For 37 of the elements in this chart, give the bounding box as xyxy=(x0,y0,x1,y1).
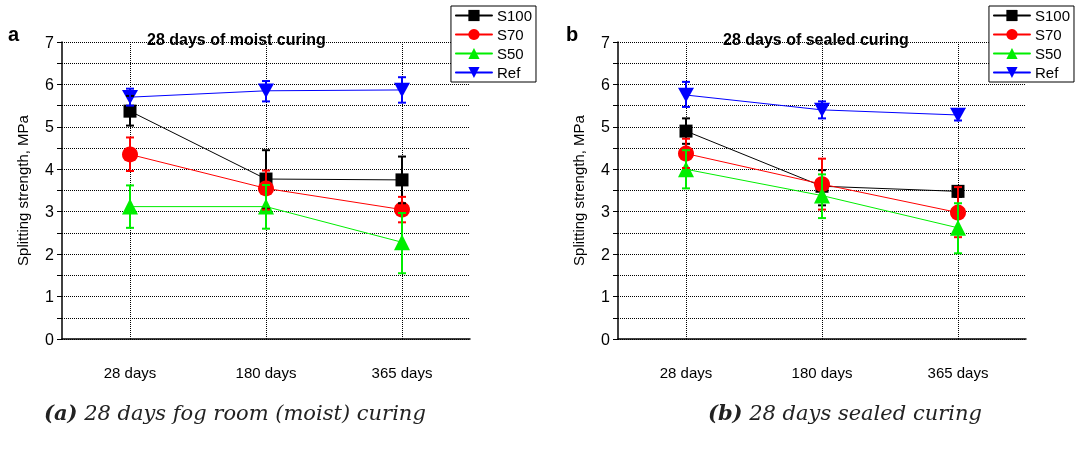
x-tick-label: 180 days xyxy=(235,364,297,381)
y-tick-label: 0 xyxy=(601,330,611,348)
y-tick-label: 4 xyxy=(601,160,611,178)
legend-label: S70 xyxy=(1034,26,1062,43)
y-tick-label: 5 xyxy=(601,118,611,136)
legend-label: Ref xyxy=(496,64,522,81)
legend-label: S100 xyxy=(496,7,533,24)
x-tick-label: 180 days xyxy=(791,364,853,381)
legend-label: S70 xyxy=(496,26,524,43)
y-tick-label: 5 xyxy=(45,118,55,136)
y-tick-label: 4 xyxy=(45,160,55,178)
text: a xyxy=(8,23,20,45)
text: b xyxy=(566,23,579,45)
legend-label: S100 xyxy=(1034,7,1071,24)
chart-title: 28 days of sealed curing xyxy=(723,30,909,48)
y-tick-label: 7 xyxy=(45,33,55,51)
x-tick-label: 365 days xyxy=(371,364,433,381)
x-tick-label: 28 days xyxy=(103,364,157,381)
y-tick-label: 1 xyxy=(601,288,611,306)
y-tick-label: 6 xyxy=(601,75,611,93)
legend-label: Ref xyxy=(1034,64,1060,81)
y-tick-label: 2 xyxy=(601,245,611,263)
legend-label: S50 xyxy=(496,45,524,62)
x-tick-label: 365 days xyxy=(927,364,989,381)
legend-label: S50 xyxy=(1034,45,1062,62)
text: (b) 28 days sealed curing xyxy=(708,400,982,425)
y-tick-label: 3 xyxy=(45,203,55,221)
y-tick-label: 2 xyxy=(45,245,55,263)
text: (a) 28 days fog room (moist) curing xyxy=(44,400,426,425)
y-axis-title: Splitting strength, MPa xyxy=(14,114,31,266)
y-axis-title: Splitting strength, MPa xyxy=(570,114,587,266)
x-tick-label: 28 days xyxy=(659,364,713,381)
y-tick-label: 0 xyxy=(45,330,55,348)
y-tick-label: 6 xyxy=(45,75,55,93)
y-tick-label: 7 xyxy=(601,33,611,51)
y-tick-label: 1 xyxy=(45,288,55,306)
y-tick-label: 3 xyxy=(601,203,611,221)
